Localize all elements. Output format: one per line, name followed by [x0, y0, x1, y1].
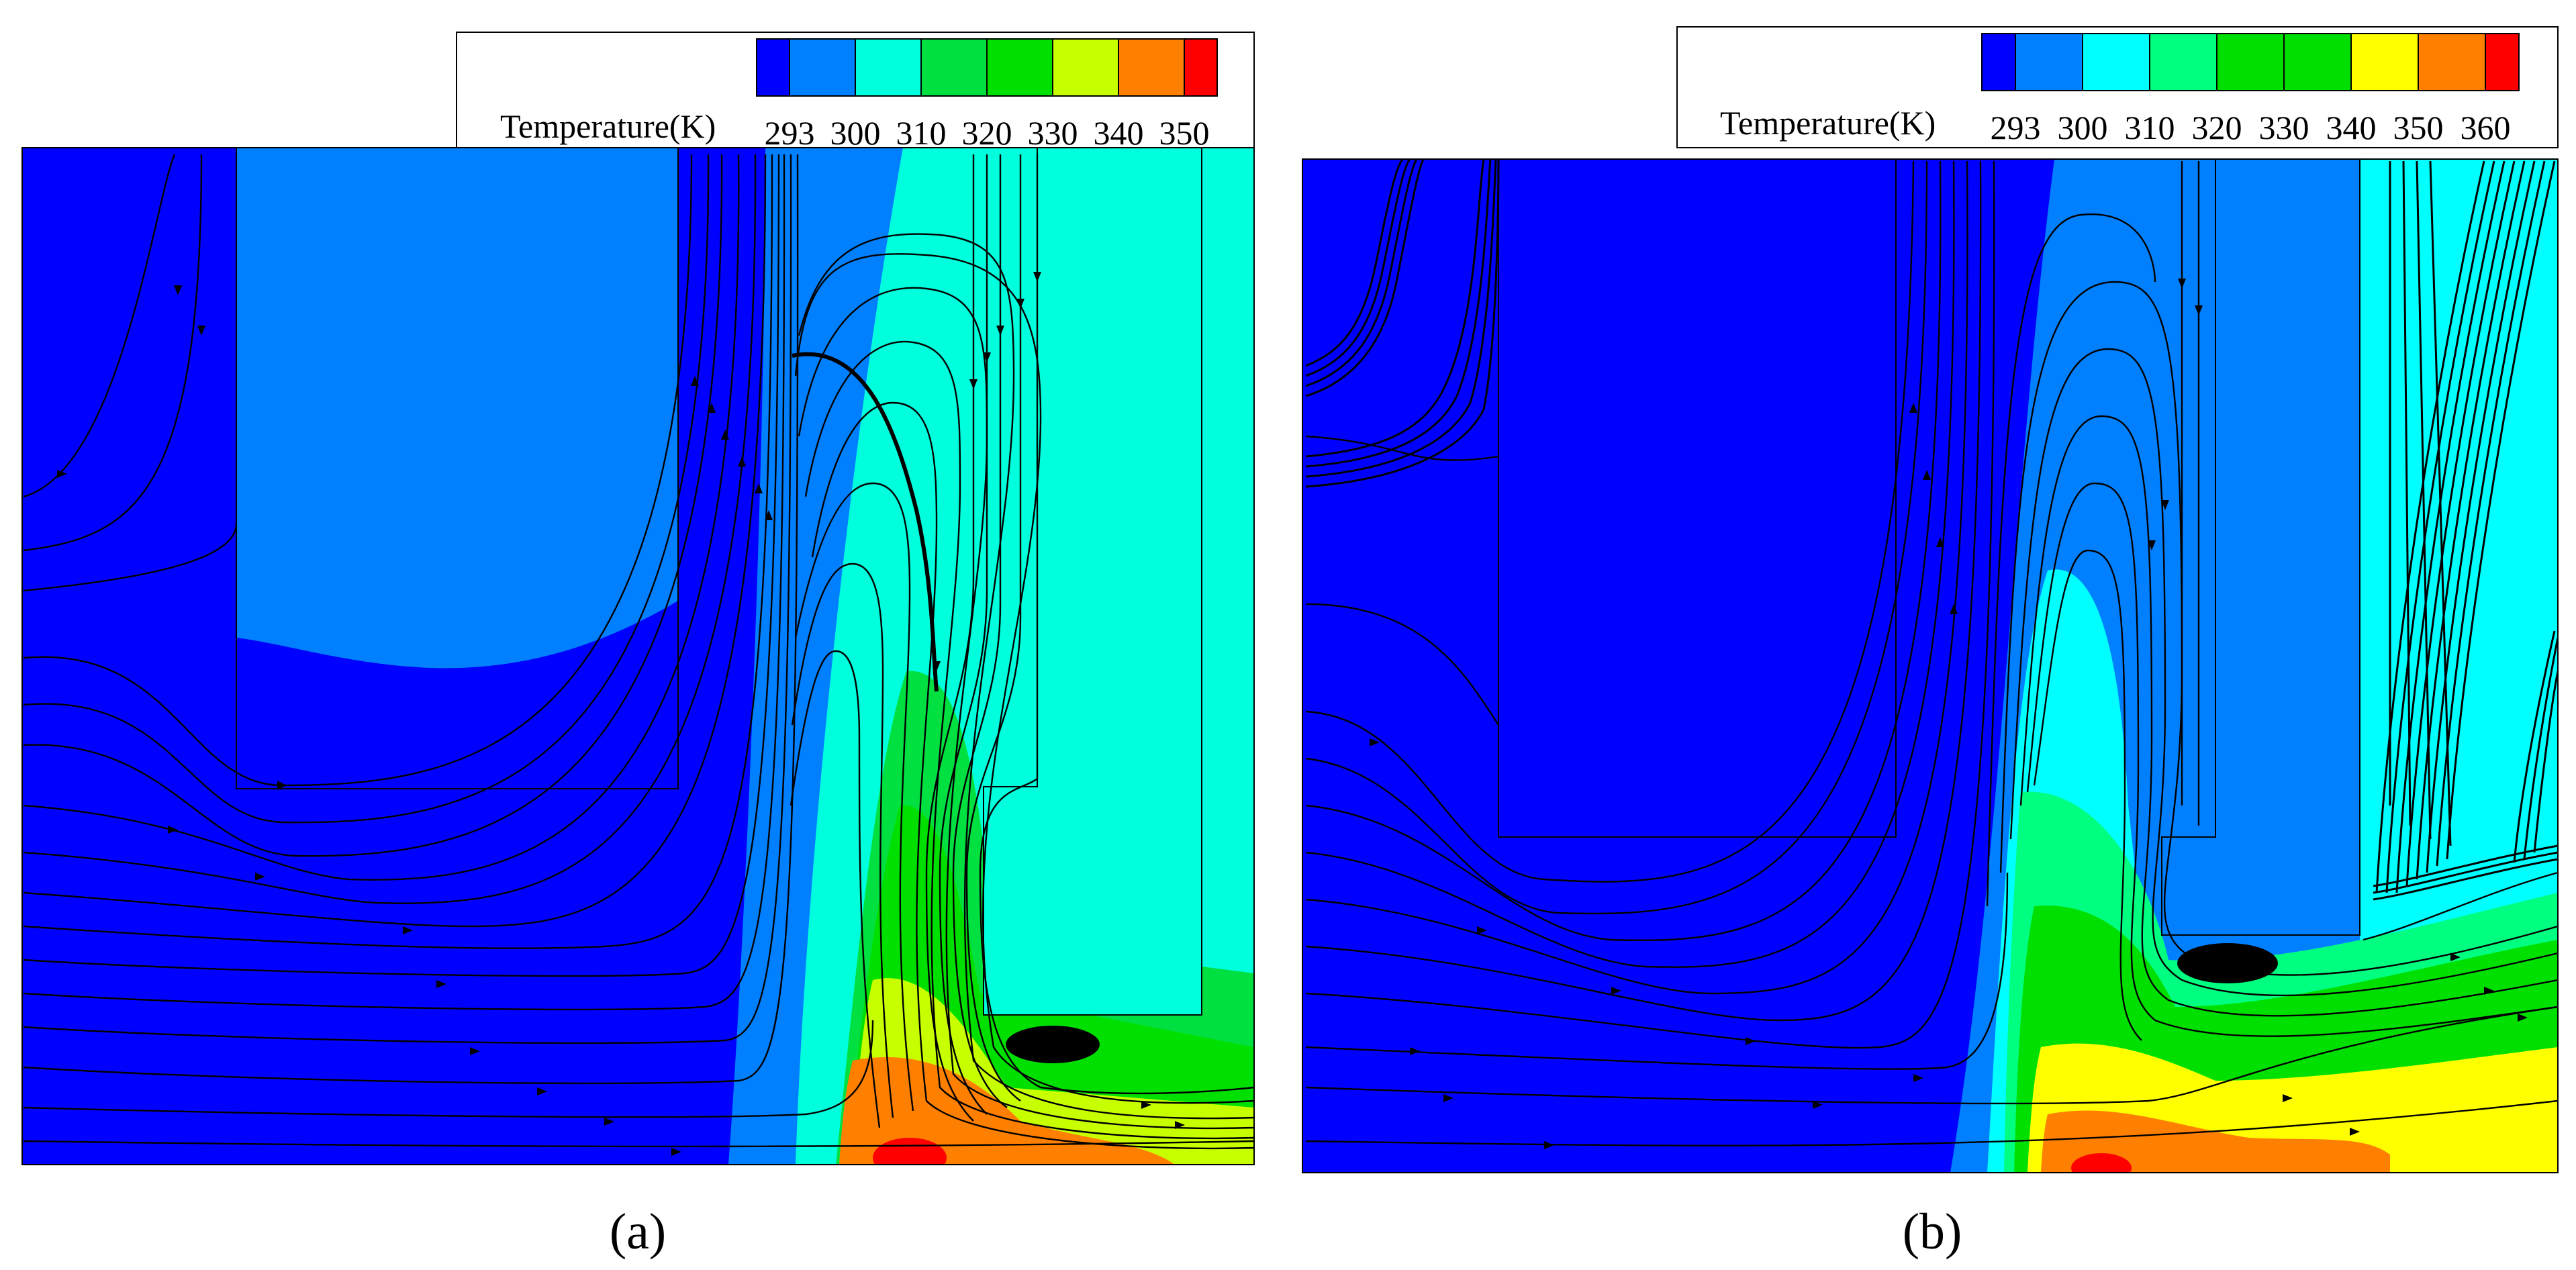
panel-b-legend: Temperature(K) 293 300 310 320 330 340 350 360 [1676, 26, 2559, 148]
panel-b-label: (b) [1903, 1204, 1962, 1260]
legend-tick-label: 320 [962, 114, 1012, 152]
legend-color-swatch [789, 38, 856, 97]
legend-tick-label: 340 [2326, 109, 2377, 146]
legend-color-swatch [2283, 33, 2352, 91]
panel-b-plot-frame [1302, 158, 2559, 1173]
panel-a-legend-ticks: 293 300 310 320 330 340 350 [765, 114, 1210, 152]
panel-a-contour-plot [22, 148, 1254, 1165]
legend-tick-label: 293 [765, 114, 815, 152]
legend-color-swatch [1981, 33, 2016, 91]
legend-color-swatch [1118, 38, 1185, 97]
legend-tick-label: 330 [1028, 114, 1078, 152]
legend-tick-label: 300 [830, 114, 881, 152]
legend-tick-label: 350 [2393, 109, 2444, 146]
panel-a-legend: Temperature(K) 293 300 310 320 330 340 350 [456, 32, 1255, 152]
legend-tick-label: 310 [896, 114, 947, 152]
legend-color-swatch [2418, 33, 2486, 91]
legend-color-swatch [855, 38, 922, 97]
legend-color-swatch [756, 38, 790, 97]
legend-color-swatch [2350, 33, 2419, 91]
legend-tick-label: 320 [2192, 109, 2242, 146]
legend-color-swatch [2082, 33, 2150, 91]
panel-a-legend-colorbar [756, 38, 1218, 97]
panel-a-legend-title: Temperature(K) [500, 107, 716, 145]
panel-b-legend-ticks: 293 300 310 320 330 340 350 360 [1991, 109, 2511, 146]
legend-color-swatch [2015, 33, 2083, 91]
legend-tick-label: 310 [2125, 109, 2175, 146]
legend-tick-label: 350 [1159, 114, 1210, 152]
legend-color-swatch [2216, 33, 2285, 91]
panel-b-legend-title: Temperature(K) [1720, 104, 1936, 142]
legend-tick-label: 360 [2461, 109, 2511, 146]
panel-b-legend-colorbar [1981, 33, 2520, 91]
legend-tick-label: 340 [1094, 114, 1144, 152]
legend-color-swatch [1184, 38, 1218, 97]
legend-color-swatch [1052, 38, 1119, 97]
legend-color-swatch [2149, 33, 2217, 91]
legend-tick-label: 300 [2058, 109, 2108, 146]
panel-b: Temperature(K) 293 300 310 320 330 340 350 360 … [1302, 26, 2559, 1260]
legend-color-swatch [2485, 33, 2520, 91]
legend-color-swatch [920, 38, 988, 97]
legend-tick-label: 293 [1991, 109, 2041, 146]
legend-color-swatch [986, 38, 1053, 97]
legend-tick-label: 330 [2259, 109, 2309, 146]
panel-a-label: (a) [610, 1204, 666, 1260]
panel-a: Temperature(K) 293 300 310 320 330 340 350 (a) [21, 32, 1255, 1260]
panel-b-contour-plot [1302, 159, 2558, 1173]
